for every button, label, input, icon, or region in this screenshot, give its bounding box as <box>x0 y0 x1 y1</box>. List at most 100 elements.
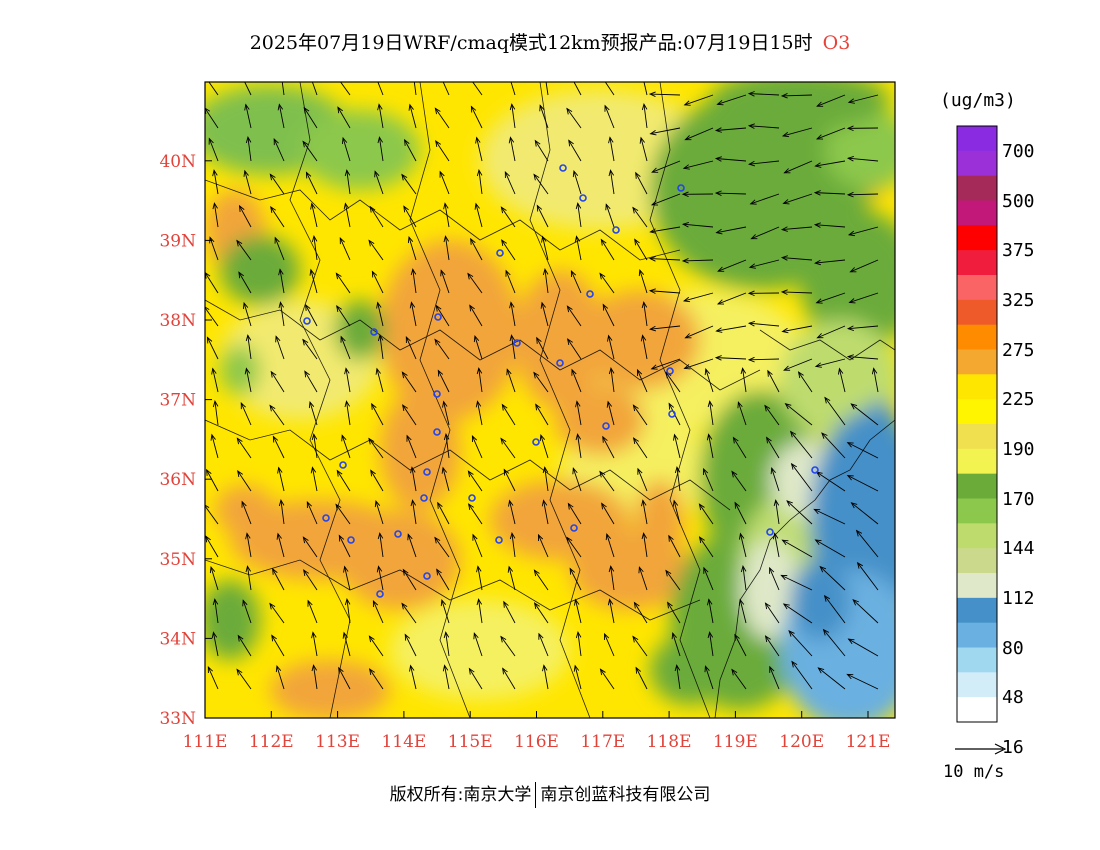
lon-tick-label: 116E <box>514 732 559 752</box>
wind-arrow <box>311 433 318 459</box>
wind-arrow <box>504 170 516 195</box>
wind-arrow <box>608 367 615 393</box>
wind-arrow <box>715 325 747 333</box>
wind-arrow <box>568 139 582 162</box>
wind-arrow <box>871 367 879 393</box>
lon-tick-label: 118E <box>647 732 692 752</box>
wind-arrow <box>309 268 318 294</box>
wind-arrow <box>340 82 351 96</box>
lat-tick-label: 38N <box>159 311 196 331</box>
wind-arrow <box>269 404 285 426</box>
latitude-axis: 33N 34N 35N 36N 37N 38N 39N 40N <box>159 152 212 729</box>
city-marker <box>468 494 476 502</box>
wind-arrow <box>344 169 351 195</box>
wind-arrow <box>243 169 252 195</box>
wind-arrow <box>706 433 714 459</box>
wind-arrow <box>302 338 318 360</box>
wind-arrow <box>797 371 813 393</box>
wind-arrow <box>821 432 846 459</box>
colorbar-unit: (ug/m3) <box>940 90 1016 111</box>
wind-arrow <box>476 169 483 195</box>
wind-arrow <box>245 334 252 360</box>
colorbar-swatch <box>957 225 997 251</box>
wind-arrow <box>274 236 285 261</box>
wind-arrow <box>236 437 252 459</box>
wind-arrow <box>847 226 879 237</box>
wind-arrow <box>277 103 285 129</box>
colorbar-swatch <box>957 150 997 177</box>
colorbar-label: 500 <box>1002 190 1035 212</box>
wind-arrow <box>766 436 780 459</box>
wind-arrow <box>681 257 714 264</box>
city-marker <box>556 359 564 367</box>
wind-arrow <box>813 222 846 228</box>
wind-arrow <box>783 160 813 174</box>
wind-arrow <box>337 106 351 129</box>
lat-tick-label: 34N <box>159 629 196 649</box>
wind-arrow <box>475 400 483 426</box>
wind-arrow <box>335 503 351 525</box>
wind-arrow <box>404 633 417 657</box>
colorbar-swatch <box>957 448 997 475</box>
wind-arrow <box>640 334 648 360</box>
wind-arrow <box>541 499 549 525</box>
wind-arrow <box>302 140 318 162</box>
city-marker <box>496 249 504 257</box>
wind-arrow <box>715 226 747 235</box>
wind-arrow <box>681 191 714 197</box>
colorbar-frame <box>956 125 998 723</box>
colorbar-swatch <box>957 374 997 400</box>
wind-arrow <box>714 156 747 162</box>
lon-tick-label: 117E <box>580 732 625 752</box>
wind-arrow <box>467 470 483 492</box>
wind-arrow <box>503 600 516 624</box>
wind-arrow <box>790 462 813 492</box>
colorbar-swatch <box>957 622 997 648</box>
wind-arrow <box>566 536 582 558</box>
wind-arrow <box>472 82 483 96</box>
wind-arrow <box>604 82 615 96</box>
wind-arrow <box>850 403 879 426</box>
wind-arrow <box>574 598 582 624</box>
wind-arrow <box>816 94 846 107</box>
colorbar-label: 375 <box>1002 240 1035 262</box>
wind-arrow <box>242 599 252 624</box>
colorbar-label: 16 <box>1002 736 1024 758</box>
city-marker <box>532 438 540 446</box>
wind-arrow <box>789 430 813 459</box>
wind-arrow <box>634 238 648 261</box>
wind-arrow <box>649 325 681 332</box>
wind-arrow <box>207 665 219 690</box>
wind-arrow <box>668 534 681 558</box>
wind-arrow <box>443 433 450 459</box>
city-marker <box>766 528 774 536</box>
wind-arrow <box>643 82 648 96</box>
wind-arrow <box>374 170 384 195</box>
wind-arrow <box>377 82 384 96</box>
wind-arrow <box>311 82 318 96</box>
wind-arrow <box>823 594 846 624</box>
wind-arrow <box>278 499 285 525</box>
wind-arrow <box>649 226 681 234</box>
wind-arrow <box>738 532 747 558</box>
wind-arrow <box>469 304 483 327</box>
wind-arrow <box>473 334 483 360</box>
colorbar-label: 190 <box>1002 438 1035 460</box>
wind-arrow <box>403 205 417 228</box>
title-text: 2025年07月19日WRF/cmaq模式12km预报产品:07月19日15时 <box>249 32 813 54</box>
wind-arrow <box>372 599 384 624</box>
colorbar-swatch <box>957 672 997 698</box>
wind-arrow <box>212 598 219 624</box>
wind-arrow <box>673 433 681 459</box>
wind-arrow <box>278 301 285 327</box>
wind-arrow <box>377 532 384 558</box>
wind-arrow <box>632 206 648 228</box>
wind-arrow <box>236 668 252 690</box>
wind-arrow <box>509 334 516 360</box>
city-marker <box>339 461 347 469</box>
wind-arrow <box>501 403 516 426</box>
wind-arrow <box>310 466 318 492</box>
wind-arrow <box>509 103 516 129</box>
wind-arrow <box>737 401 747 426</box>
wind-arrow <box>476 598 483 624</box>
